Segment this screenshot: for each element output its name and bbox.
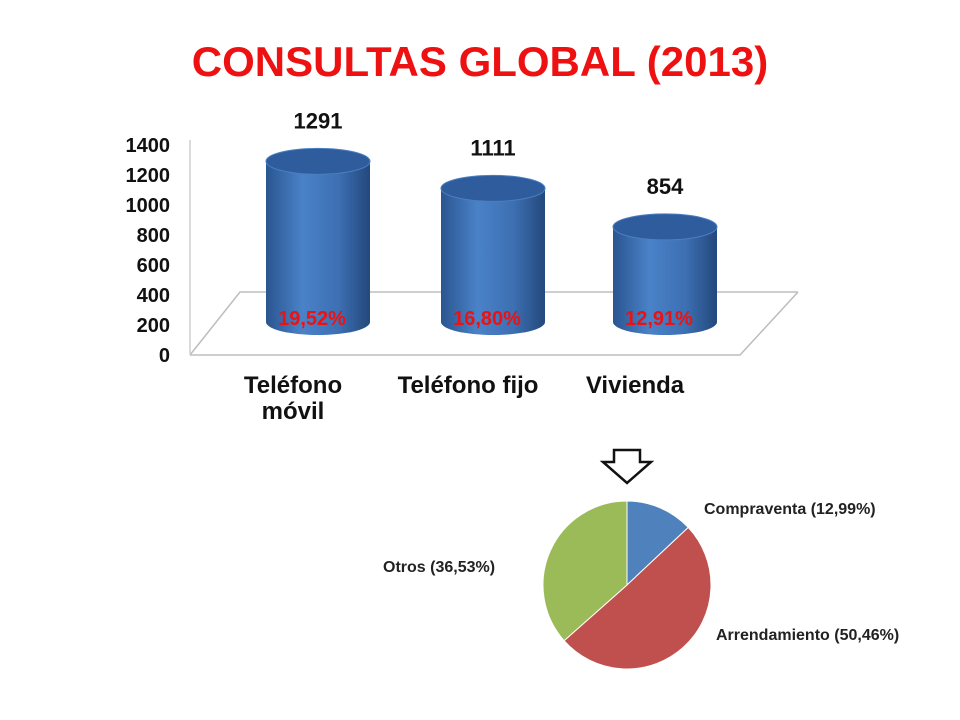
bar-body <box>441 188 545 335</box>
chart-floor <box>189 140 799 356</box>
category-label: Vivienda <box>586 372 685 399</box>
y-tick-label: 1200 <box>126 165 171 187</box>
bar-value-label: 854 <box>647 174 684 199</box>
bar <box>265 147 371 335</box>
y-tick-label: 400 <box>137 285 170 307</box>
bar-percent-label: 12,91% <box>625 308 693 330</box>
slide-title: CONSULTAS GLOBAL (2013) <box>191 38 769 85</box>
category-label: móvil <box>262 398 325 425</box>
bar-value-label: 1111 <box>470 135 515 160</box>
bar-body <box>613 226 717 335</box>
category-label: Teléfono <box>244 372 342 399</box>
pie-chart: Compraventa (12,99%) Arrendamiento (50,46… <box>383 500 899 670</box>
bar-top <box>265 147 371 175</box>
y-tick-label: 1000 <box>126 195 171 217</box>
y-tick-label: 600 <box>137 255 170 277</box>
y-tick-label: 1400 <box>126 135 171 157</box>
pie-slice-label: Arrendamiento (50,46%) <box>716 627 899 644</box>
bar <box>612 213 718 335</box>
pie-slice <box>563 526 712 670</box>
y-tick-label: 800 <box>137 225 170 247</box>
pie-slice-label: Otros (36,53%) <box>383 559 495 576</box>
y-tick-label: 200 <box>137 315 170 337</box>
pie-slice-label: Compraventa (12,99%) <box>704 501 876 518</box>
pie-slice <box>542 500 628 642</box>
bar-value-label: 1291 <box>294 108 343 133</box>
category-label: Teléfono fijo <box>398 372 539 399</box>
bar-top <box>440 174 546 202</box>
pie-slice <box>626 500 689 587</box>
y-axis-ticks: 0 200 400 600 800 1000 1200 1400 <box>126 135 171 367</box>
bar-percent-label: 16,80% <box>453 308 521 330</box>
bar-percent-label: 19,52% <box>278 308 346 330</box>
bar <box>440 174 546 335</box>
bar-top <box>612 213 718 241</box>
bar-series: 1291 19,52% 1111 16,80% 854 12,91% <box>265 108 718 335</box>
y-tick-label: 0 <box>159 345 170 367</box>
bar-body <box>266 161 370 335</box>
down-arrow-icon <box>599 448 655 485</box>
